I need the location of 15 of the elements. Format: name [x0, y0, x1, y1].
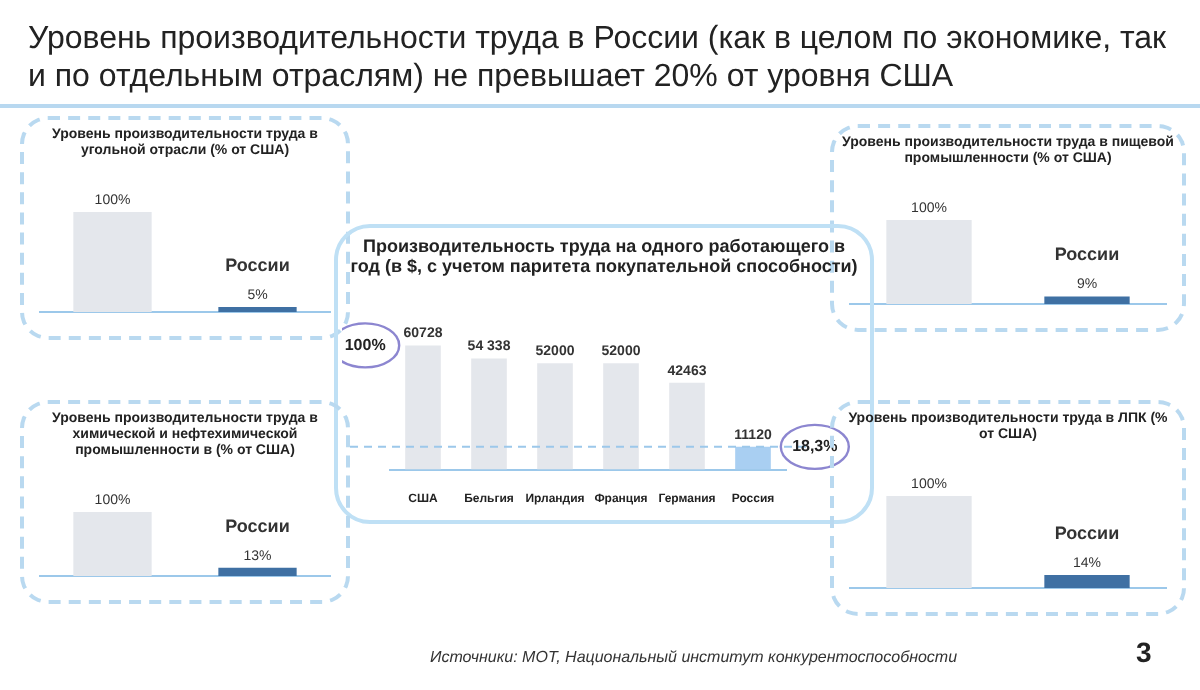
bar [603, 362, 639, 469]
bar [735, 446, 771, 469]
annotation: России [1054, 244, 1120, 265]
bar [669, 382, 705, 469]
annotation: 100% [344, 335, 386, 354]
annotation: России [225, 515, 290, 536]
chart-title: Производительность труда на одного работающего в год (в $, с учетом паритета покупательной способности) [348, 236, 860, 278]
annotation: России [225, 255, 290, 276]
text: Уровень производительности труда в России (как в целом по экономике, так и по отдельным отраслям) не превышает 20% от уровня США [28, 20, 1169, 97]
bar [405, 344, 441, 469]
bar [537, 362, 573, 469]
annotation: России [1054, 523, 1120, 544]
text: Источники: МОТ, Национальный институт конкурентоспособности [430, 648, 958, 666]
bar [471, 357, 507, 469]
text: 3 [1136, 636, 1152, 668]
